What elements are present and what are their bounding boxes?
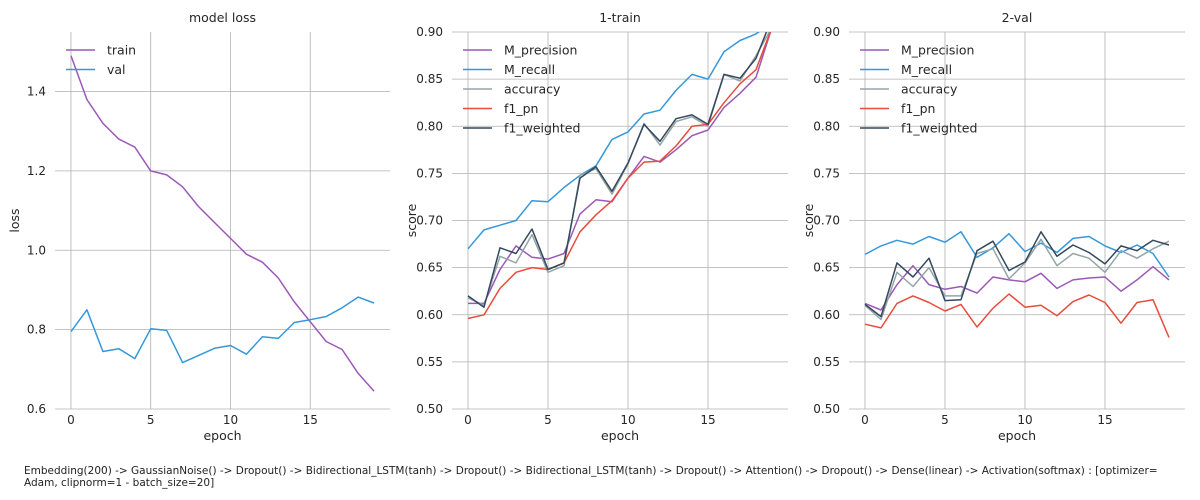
x-tick-label: 0 bbox=[464, 413, 472, 427]
x-tick-label: 5 bbox=[544, 413, 552, 427]
y-tick-label: 0.90 bbox=[416, 25, 443, 39]
series-line-f1-weighted bbox=[864, 231, 1170, 318]
y-tick-label: 0.75 bbox=[416, 166, 443, 180]
legend-entry: val bbox=[107, 62, 126, 77]
y-tick-label: 0.70 bbox=[416, 214, 443, 228]
legend: train val bbox=[66, 43, 136, 77]
series-line-train bbox=[70, 55, 375, 392]
series-line-m-recall bbox=[467, 32, 760, 250]
legend-entry: M_recall bbox=[504, 62, 555, 77]
legend-entry: train bbox=[107, 43, 136, 58]
x-axis-label: epoch bbox=[998, 428, 1036, 443]
x-tick-label: 5 bbox=[147, 413, 155, 427]
legend: M_precision M_recall accuracy f1_pn f1_weigh… bbox=[860, 43, 977, 136]
y-tick-label: 0.90 bbox=[813, 25, 840, 39]
series-group bbox=[864, 231, 1170, 338]
y-tick-label: 0.55 bbox=[416, 355, 443, 369]
chart-title: 2-val bbox=[1002, 10, 1033, 25]
y-tick-label: 0.80 bbox=[416, 119, 443, 133]
chart-panel-1: 0 5 10 15 0.6 0.8 1.0 1.2 1.4 model loss epoch loss… bbox=[7, 10, 390, 443]
series-line-val bbox=[70, 296, 375, 364]
series-line-accuracy bbox=[864, 238, 1170, 321]
x-tick-label: 15 bbox=[1097, 413, 1112, 427]
y-axis-label: score bbox=[404, 203, 419, 237]
y-tick-label: 0.65 bbox=[416, 261, 443, 275]
legend-entry: M_recall bbox=[901, 62, 952, 77]
y-tick-label: 0.60 bbox=[813, 308, 840, 322]
series-line-m-precision bbox=[864, 264, 1170, 311]
y-tick-label: 0.50 bbox=[416, 402, 443, 416]
x-tick-label: 10 bbox=[620, 413, 635, 427]
series-line-f1-weighted bbox=[467, 32, 768, 308]
x-tick-label: 0 bbox=[861, 413, 869, 427]
y-tick-label: 1.2 bbox=[27, 164, 46, 178]
y-axis-label: loss bbox=[7, 208, 22, 232]
y-tick-label: 1.0 bbox=[27, 243, 46, 257]
x-tick-label: 10 bbox=[223, 413, 238, 427]
chart-title: model loss bbox=[189, 10, 256, 25]
legend-entry: f1_weighted bbox=[901, 121, 977, 136]
x-tick-label: 15 bbox=[303, 413, 318, 427]
series-line-f1-pn bbox=[467, 32, 772, 320]
y-tick-label: 0.75 bbox=[813, 166, 840, 180]
y-axis-label: score bbox=[801, 203, 816, 237]
y-tick-label: 0.65 bbox=[813, 261, 840, 275]
y-tick-label: 0.8 bbox=[27, 323, 46, 337]
legend-entry: f1_pn bbox=[504, 101, 538, 116]
series-group bbox=[70, 55, 375, 392]
x-tick-label: 5 bbox=[941, 413, 949, 427]
legend-entry: accuracy bbox=[901, 82, 958, 97]
series-line-m-recall bbox=[864, 231, 1170, 278]
chart-panel-3: 0 5 10 15 0.50 0.55 0.60 0.65 0.70 0.75 0.80 0.85 0.… bbox=[801, 10, 1185, 443]
legend-entry: M_precision bbox=[901, 43, 974, 58]
x-axis-label: epoch bbox=[601, 428, 639, 443]
legend-entry: M_precision bbox=[504, 43, 577, 58]
x-tick-label: 0 bbox=[67, 413, 75, 427]
y-tick-label: 0.60 bbox=[416, 308, 443, 322]
legend: M_precision M_recall accuracy f1_pn f1_weigh… bbox=[463, 43, 580, 136]
y-tick-label: 1.4 bbox=[27, 85, 46, 99]
model-caption: Embedding(200) -> GaussianNoise() -> Dro… bbox=[24, 465, 1158, 489]
legend-entry: f1_pn bbox=[901, 101, 935, 116]
legend-entry: f1_weighted bbox=[504, 121, 580, 136]
x-tick-label: 15 bbox=[700, 413, 715, 427]
y-tick-label: 0.70 bbox=[813, 214, 840, 228]
y-tick-label: 0.50 bbox=[813, 402, 840, 416]
x-axis-label: epoch bbox=[203, 428, 241, 443]
chart-title: 1-train bbox=[599, 10, 641, 25]
x-tick-label: 10 bbox=[1017, 413, 1032, 427]
series-group bbox=[467, 32, 772, 320]
y-tick-label: 0.85 bbox=[813, 72, 840, 86]
legend-entry: accuracy bbox=[504, 82, 561, 97]
y-tick-label: 0.6 bbox=[27, 402, 46, 416]
y-tick-label: 0.80 bbox=[813, 119, 840, 133]
y-tick-label: 0.55 bbox=[813, 355, 840, 369]
y-tick-label: 0.85 bbox=[416, 72, 443, 86]
chart-panel-2: 0 5 10 15 0.50 0.55 0.60 0.65 0.70 0.75 0.80 0.85 0.… bbox=[404, 10, 788, 443]
series-line-f1-pn bbox=[864, 293, 1170, 338]
